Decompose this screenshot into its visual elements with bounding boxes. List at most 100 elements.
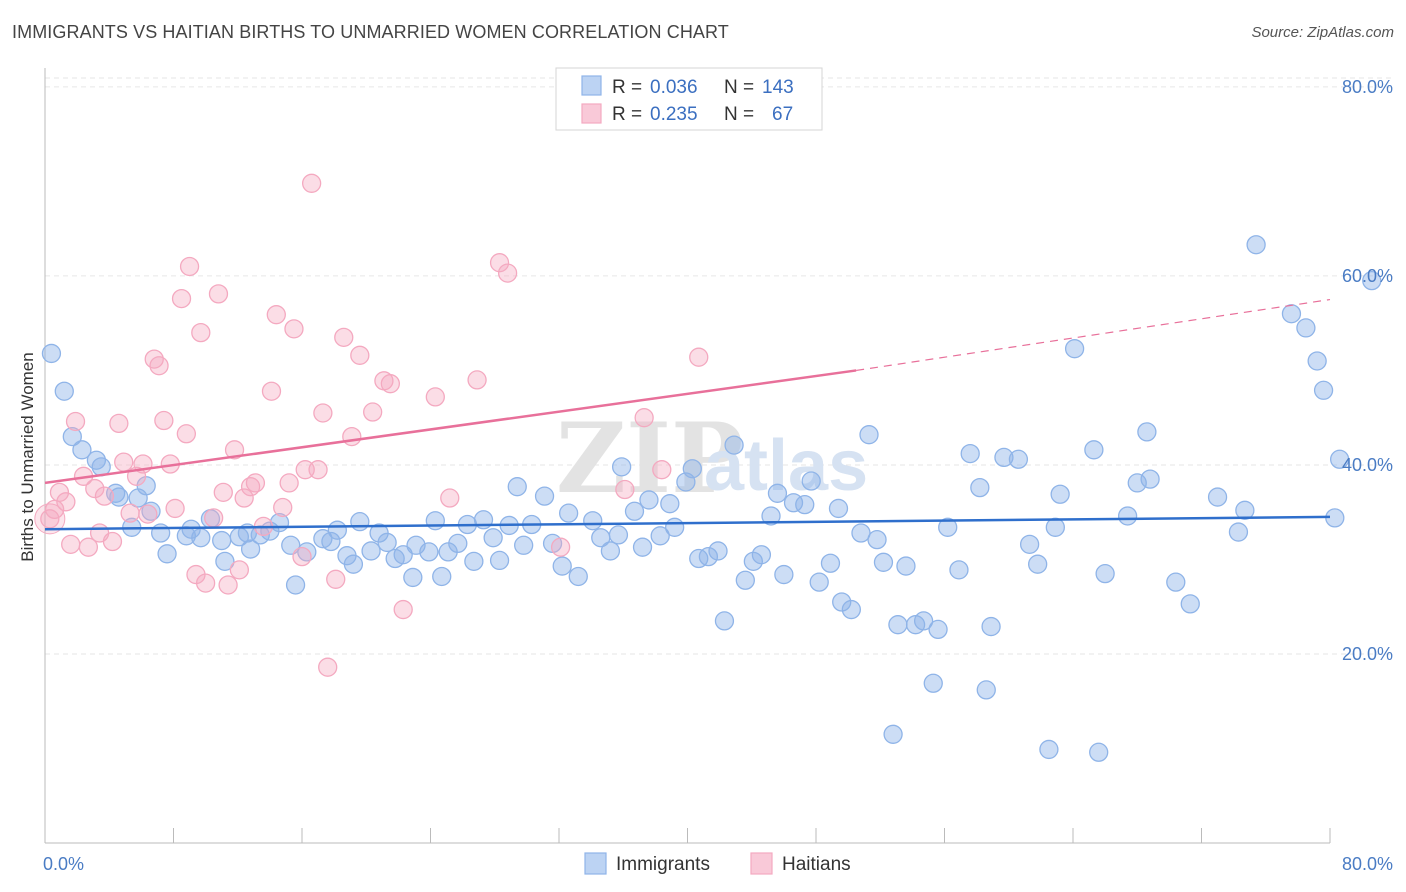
immigrants-point	[568, 566, 588, 587]
haitians-point	[342, 426, 362, 447]
immigrants-point	[1180, 594, 1200, 614]
haitians-point	[176, 424, 197, 444]
haitians-point	[467, 370, 487, 390]
haitians-point	[363, 402, 383, 422]
immigrants-point	[867, 529, 887, 550]
haitians-point	[380, 374, 400, 394]
haitians-point	[284, 319, 304, 339]
haitians-point	[61, 534, 81, 554]
haitians-point	[266, 305, 286, 325]
immigrants-point	[981, 616, 1001, 637]
immigrants-point	[1296, 318, 1316, 338]
legend-r-label-haitians: R =	[612, 104, 642, 125]
haitians-point	[634, 408, 654, 428]
haitians-point	[425, 387, 445, 407]
immigrants-point	[714, 611, 735, 631]
immigrants-point	[767, 483, 788, 503]
x-tick-label-min: 0.0%	[43, 854, 84, 874]
haitians-point	[149, 356, 169, 376]
immigrants-point	[1039, 739, 1059, 760]
immigrants-point	[1207, 487, 1228, 507]
immigrants-point	[489, 550, 510, 571]
immigrants-point	[795, 494, 815, 515]
immigrants-point	[327, 520, 347, 540]
haitians-point	[109, 413, 129, 434]
chart-title: IMMIGRANTS VS HAITIAN BIRTHS TO UNMARRIE…	[12, 22, 729, 42]
haitians-point	[102, 531, 123, 552]
immigrants-point	[157, 544, 177, 564]
immigrants-point	[724, 435, 744, 455]
immigrants-point	[343, 554, 364, 574]
immigrants-point	[1166, 572, 1186, 592]
immigrants-point	[928, 619, 948, 640]
haitians-point	[550, 537, 571, 557]
haitians-point	[191, 322, 211, 343]
immigrants-point	[419, 542, 439, 562]
immigrants-point	[1045, 517, 1065, 537]
immigrants-point	[191, 528, 211, 548]
legend-r-label-immigrants: R =	[612, 77, 642, 98]
y-tick-label: 80.0%	[1342, 77, 1393, 97]
immigrants-point	[1008, 449, 1029, 469]
haitians-point	[245, 473, 266, 493]
immigrants-point	[774, 564, 794, 585]
immigrants-point	[109, 487, 129, 507]
haitians-point	[497, 263, 518, 283]
immigrants-point	[828, 498, 849, 519]
immigrants-point	[1235, 500, 1255, 520]
immigrants-point	[639, 490, 659, 510]
immigrants-point	[1140, 469, 1160, 489]
immigrants-point	[809, 572, 829, 592]
haitians-point	[234, 488, 254, 508]
immigrants-point	[583, 511, 603, 531]
immigrants-point	[41, 343, 62, 364]
legend-r-value-immigrants: 0.036	[650, 77, 698, 98]
haitians-point	[318, 657, 338, 677]
haitians-trendline	[44, 369, 857, 485]
immigrants-point	[689, 548, 709, 569]
immigrants-point	[682, 459, 702, 479]
immigrants-point	[1028, 554, 1048, 574]
immigrants-point	[632, 537, 653, 557]
x-tick-labels: 0.0% 80.0%	[43, 854, 1393, 874]
immigrants-point	[1307, 351, 1327, 371]
immigrants-point	[350, 512, 370, 532]
immigrants-point	[888, 615, 908, 635]
immigrants-point	[751, 545, 772, 565]
haitians-point	[65, 411, 86, 432]
immigrants-point	[393, 545, 413, 565]
haitians-point	[154, 410, 174, 431]
series-legend: Immigrants Haitians	[584, 852, 851, 875]
immigrants-point	[1281, 304, 1302, 324]
immigrants-point	[62, 426, 82, 447]
haitians-point	[78, 537, 99, 557]
immigrants-point	[432, 566, 452, 587]
immigrants-point	[1117, 506, 1138, 526]
y-tick-labels: 20.0% 40.0% 60.0% 80.0%	[1342, 77, 1393, 664]
immigrants-point	[949, 560, 969, 580]
immigrants-point	[820, 553, 841, 573]
axes	[44, 68, 1331, 844]
haitians-points	[34, 173, 709, 677]
immigrants-point	[1089, 742, 1109, 762]
haitians-point	[224, 440, 245, 460]
immigrants-point	[1246, 235, 1266, 255]
haitians-point	[195, 573, 216, 593]
haitians-point	[261, 381, 282, 401]
immigrants-point	[514, 535, 534, 555]
legend-swatch-immigrants	[584, 852, 607, 875]
immigrants-point	[841, 599, 861, 620]
immigrants-point	[650, 526, 670, 546]
immigrants-point	[240, 539, 261, 559]
haitians-swatch	[581, 103, 602, 124]
haitians-point	[489, 253, 510, 273]
stats-legend: R = 0.036 N = 143 R = 0.235 N = 67	[555, 67, 823, 131]
immigrants-point	[801, 471, 821, 491]
trendlines	[44, 298, 1331, 531]
legend-n-label-haitians: N =	[724, 104, 754, 125]
haitians-point	[94, 486, 115, 506]
y-tick-label: 20.0%	[1342, 644, 1393, 664]
immigrants-point	[1050, 484, 1070, 504]
legend-label-immigrants: Immigrants	[616, 854, 710, 875]
immigrants-point	[1084, 440, 1104, 460]
